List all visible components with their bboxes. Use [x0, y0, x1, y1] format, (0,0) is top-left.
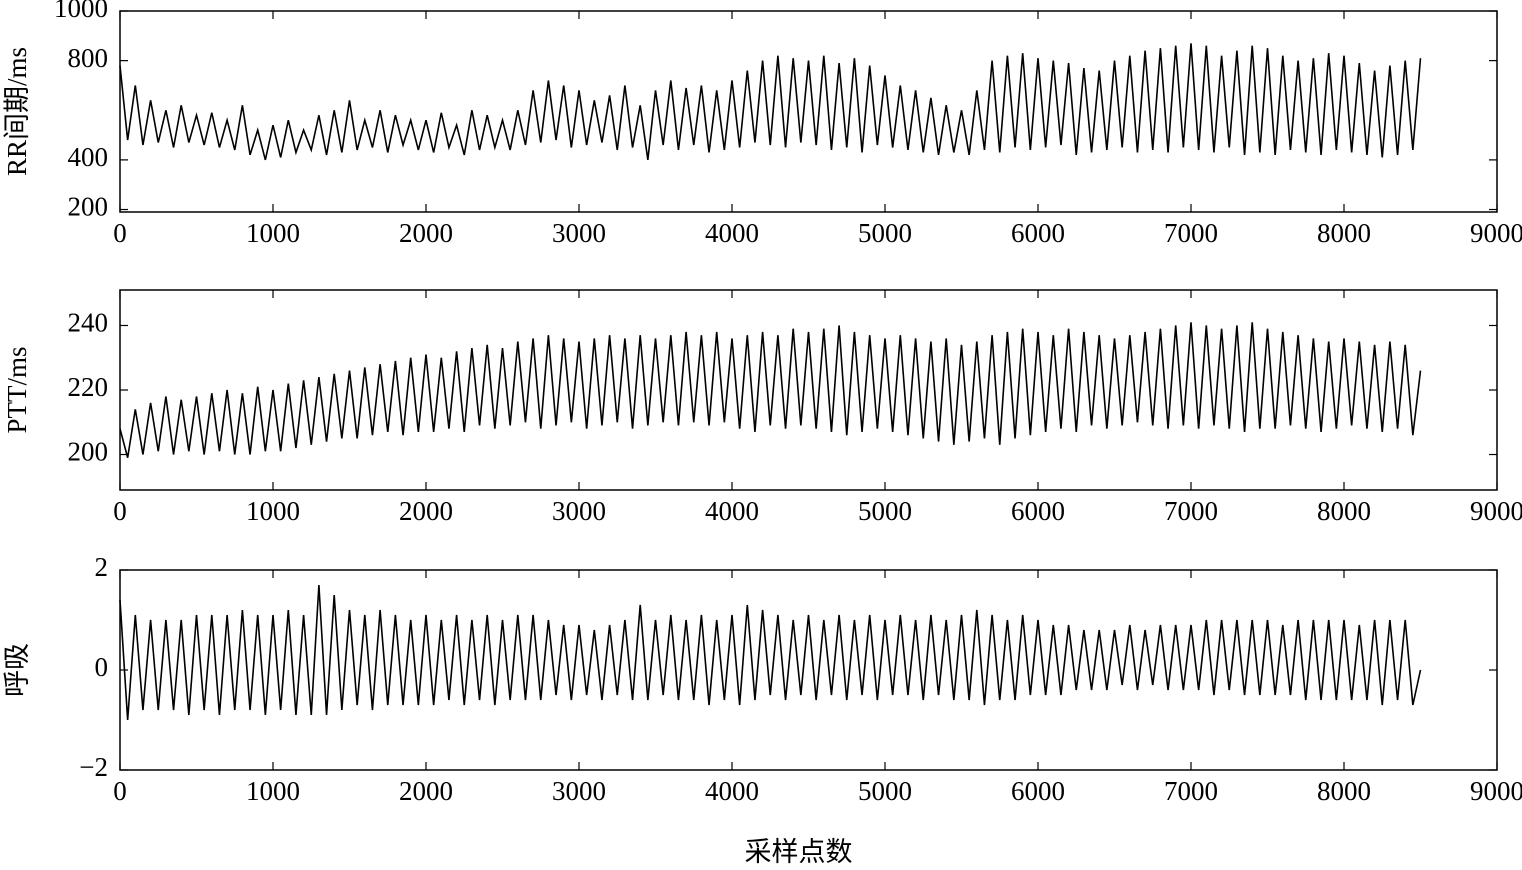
y-tick-label: −2 — [79, 752, 108, 782]
x-tick-label: 8000 — [1317, 776, 1371, 806]
y-tick-label: 0 — [95, 652, 109, 682]
y-tick-label: 2 — [95, 552, 109, 582]
x-tick-label: 5000 — [858, 776, 912, 806]
x-tick-label: 1000 — [246, 496, 300, 526]
y-axis-label: PTT/ms — [2, 346, 32, 433]
plot-frame — [119, 10, 1498, 213]
x-tick-label: 0 — [113, 776, 127, 806]
x-tick-label: 9000 — [1470, 496, 1522, 526]
x-tick-label: 6000 — [1011, 776, 1065, 806]
x-tick-label: 9000 — [1470, 218, 1522, 248]
y-tick-label: 220 — [68, 372, 109, 402]
y-axis-label: 呼吸 — [2, 643, 32, 697]
x-tick-label: 5000 — [858, 496, 912, 526]
x-tick-label: 4000 — [705, 496, 759, 526]
y-tick-label: 1000 — [54, 0, 108, 23]
x-tick-label: 0 — [113, 218, 127, 248]
x-tick-label: 5000 — [858, 218, 912, 248]
x-tick-label: 9000 — [1470, 776, 1522, 806]
x-tick-label: 3000 — [552, 218, 606, 248]
x-tick-label: 1000 — [246, 218, 300, 248]
x-tick-label: 4000 — [705, 218, 759, 248]
y-tick-label: 400 — [68, 142, 109, 172]
x-tick-label: 0 — [113, 496, 127, 526]
plot-frame — [119, 289, 1498, 491]
x-tick-label: 8000 — [1317, 218, 1371, 248]
y-tick-label: 200 — [68, 437, 109, 467]
x-tick-label: 7000 — [1164, 776, 1218, 806]
x-tick-label: 2000 — [399, 218, 453, 248]
x-tick-label: 4000 — [705, 776, 759, 806]
y-tick-label: 240 — [68, 308, 109, 338]
plot-frame — [119, 569, 1498, 771]
data-line — [119, 322, 1422, 458]
data-line — [119, 584, 1422, 721]
x-tick-label: 6000 — [1011, 496, 1065, 526]
y-axis-label: RR间期/ms — [2, 47, 32, 176]
y-tick-label: 800 — [68, 43, 109, 73]
x-tick-label: 8000 — [1317, 496, 1371, 526]
y-tick-label: 200 — [68, 192, 109, 222]
data-line — [119, 43, 1422, 161]
x-tick-label: 2000 — [399, 776, 453, 806]
x-tick-label: 1000 — [246, 776, 300, 806]
x-axis-label: 采样点数 — [745, 837, 853, 867]
x-tick-label: 7000 — [1164, 496, 1218, 526]
x-tick-label: 3000 — [552, 496, 606, 526]
x-tick-label: 2000 — [399, 496, 453, 526]
x-tick-label: 6000 — [1011, 218, 1065, 248]
x-tick-label: 7000 — [1164, 218, 1218, 248]
x-tick-label: 3000 — [552, 776, 606, 806]
